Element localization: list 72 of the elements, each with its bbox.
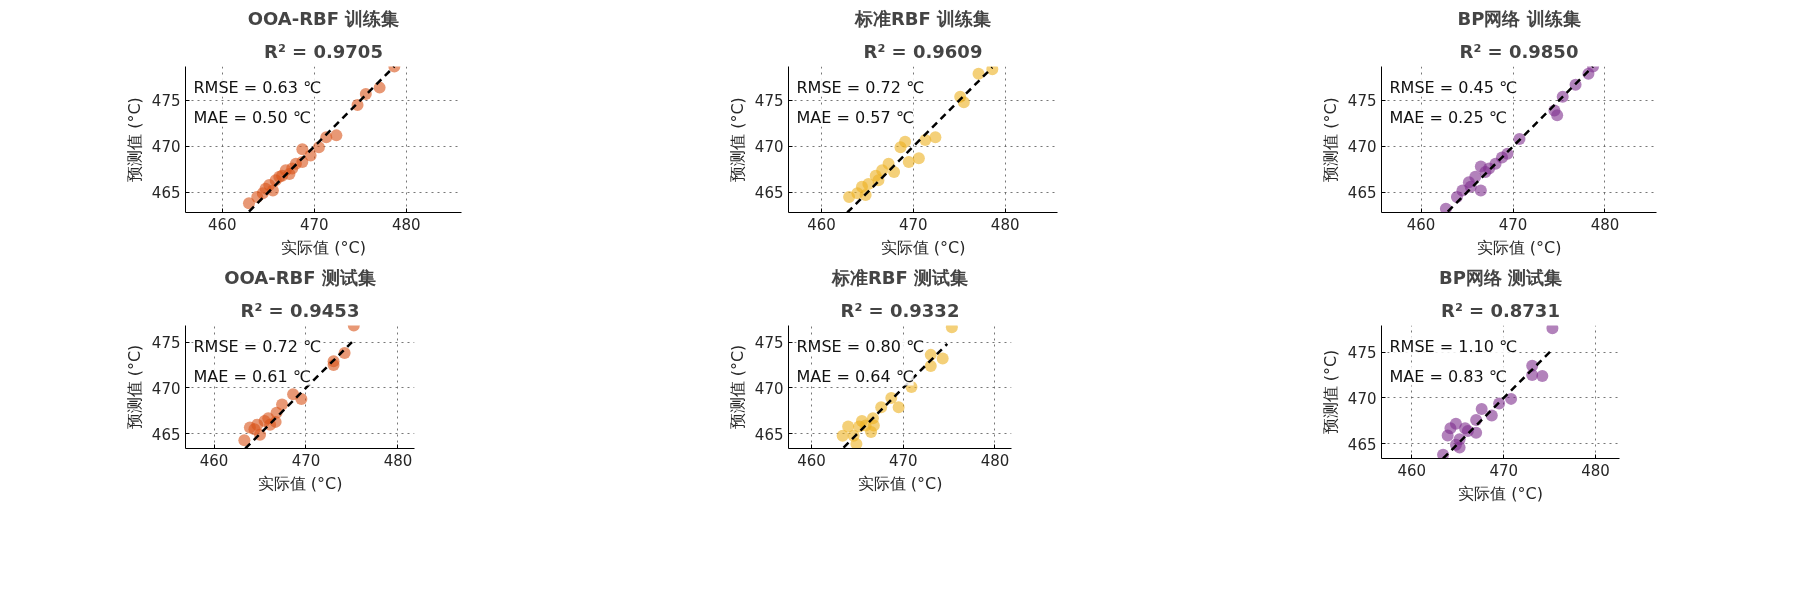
x-tick-label: 460 xyxy=(199,451,229,470)
x-tick-label: 470 xyxy=(291,451,321,470)
x-tick-label: 470 xyxy=(899,215,928,234)
x-tick-label: 460 xyxy=(1406,215,1436,234)
x-tick-label: 480 xyxy=(1590,215,1620,234)
x-tick-label: 460 xyxy=(207,215,237,234)
y-tick-label: 475 xyxy=(754,92,784,111)
annotation: RMSE = 0.72 ℃ xyxy=(193,336,321,356)
y-tick-label: 465 xyxy=(1347,184,1377,203)
y-tick-label: 465 xyxy=(1347,435,1377,454)
x-axis-title: 实际值 (°C) xyxy=(1476,237,1562,257)
x-tick-label: 480 xyxy=(980,451,1010,470)
y-tick-label: 465 xyxy=(151,184,181,203)
chart-title: 标准RBF 测试集 xyxy=(830,266,969,288)
y-tick-label: 470 xyxy=(1347,389,1377,408)
y-tick-label: 475 xyxy=(1347,344,1377,363)
x-axis-title: 实际值 (°C) xyxy=(257,473,343,493)
y-tick-label: 465 xyxy=(151,425,181,444)
x-tick-label: 480 xyxy=(391,215,421,234)
chart-title: BP网络 训练集 xyxy=(1457,7,1581,29)
y-tick-label: 470 xyxy=(754,379,784,398)
x-tick-label: 460 xyxy=(797,451,826,470)
x-tick-label: 480 xyxy=(990,215,1020,234)
x-tick-label: 470 xyxy=(1489,461,1519,480)
x-tick-label: 470 xyxy=(888,451,918,470)
y-tick-label: 475 xyxy=(754,334,784,353)
annotation: RMSE = 0.45 ℃ xyxy=(1389,77,1517,97)
annotation: RMSE = 0.72 ℃ xyxy=(796,77,924,97)
chart-subtitle: R² = 0.9705 xyxy=(264,40,383,62)
y-axis-title: 预测值 (°C) xyxy=(124,344,144,430)
annotation: MAE = 0.83 ℃ xyxy=(1389,366,1507,386)
y-tick-label: 465 xyxy=(754,425,784,444)
y-tick-label: 465 xyxy=(754,184,784,203)
chart-title: 标准RBF 训练集 xyxy=(853,7,992,29)
chart-subtitle: R² = 0.9453 xyxy=(240,299,360,321)
y-axis-title: 预测值 (°C) xyxy=(1320,349,1340,435)
x-axis-title: 实际值 (°C) xyxy=(857,473,943,493)
chart-subtitle: R² = 0.8731 xyxy=(1441,299,1560,321)
y-axis-title: 预测值 (°C) xyxy=(727,97,747,182)
x-axis-title: 实际值 (°C) xyxy=(880,237,966,257)
y-axis-title: 预测值 (°C) xyxy=(1320,97,1340,182)
y-tick-label: 470 xyxy=(1347,138,1377,157)
chart-subtitle: R² = 0.9850 xyxy=(1459,40,1579,62)
annotation: MAE = 0.57 ℃ xyxy=(796,107,914,127)
y-tick-label: 475 xyxy=(151,334,181,353)
x-tick-label: 480 xyxy=(1581,461,1610,480)
annotation: MAE = 0.61 ℃ xyxy=(193,366,311,386)
x-tick-label: 460 xyxy=(807,215,836,234)
annotation: RMSE = 1.10 ℃ xyxy=(1389,336,1517,356)
y-axis-title: 预测值 (°C) xyxy=(124,97,144,182)
annotation: MAE = 0.64 ℃ xyxy=(796,366,914,386)
x-tick-label: 470 xyxy=(1498,215,1528,234)
y-tick-label: 470 xyxy=(754,138,784,157)
y-tick-label: 470 xyxy=(151,379,181,398)
chart-title: OOA-RBF 测试集 xyxy=(224,266,376,288)
chart-title: BP网络 测试集 xyxy=(1438,266,1563,288)
y-tick-label: 475 xyxy=(1347,92,1377,111)
annotation: MAE = 0.50 ℃ xyxy=(193,107,311,127)
y-tick-label: 475 xyxy=(151,92,181,111)
x-tick-label: 470 xyxy=(299,215,329,234)
annotation: RMSE = 0.80 ℃ xyxy=(796,336,924,356)
annotation: RMSE = 0.63 ℃ xyxy=(193,77,321,97)
chart-subtitle: R² = 0.9609 xyxy=(863,40,983,62)
x-axis-title: 实际值 (°C) xyxy=(281,237,366,257)
y-tick-label: 470 xyxy=(151,138,181,157)
annotation: MAE = 0.25 ℃ xyxy=(1389,107,1507,127)
chart-subtitle: R² = 0.9332 xyxy=(840,299,960,321)
x-axis-title: 实际值 (°C) xyxy=(1458,483,1543,503)
chart-title: OOA-RBF 训练集 xyxy=(247,7,400,29)
x-tick-label: 460 xyxy=(1397,461,1427,480)
x-tick-label: 480 xyxy=(383,451,413,470)
y-axis-title: 预测值 (°C) xyxy=(727,344,747,430)
